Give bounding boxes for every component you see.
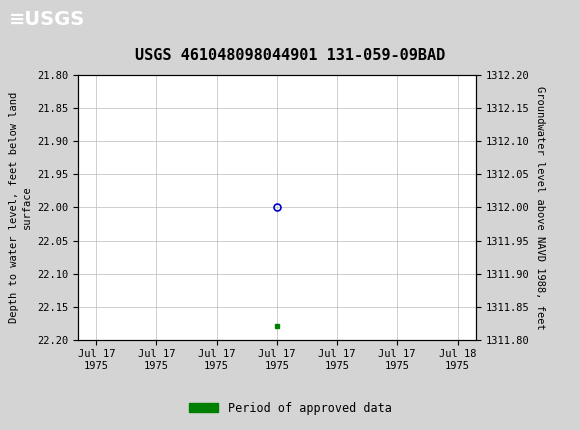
Text: ≡USGS: ≡USGS (9, 10, 85, 29)
Text: USGS 461048098044901 131-059-09BAD: USGS 461048098044901 131-059-09BAD (135, 49, 445, 63)
Y-axis label: Groundwater level above NAVD 1988, feet: Groundwater level above NAVD 1988, feet (535, 86, 545, 329)
Legend: Period of approved data: Period of approved data (184, 397, 396, 420)
Y-axis label: Depth to water level, feet below land
surface: Depth to water level, feet below land su… (9, 92, 32, 323)
